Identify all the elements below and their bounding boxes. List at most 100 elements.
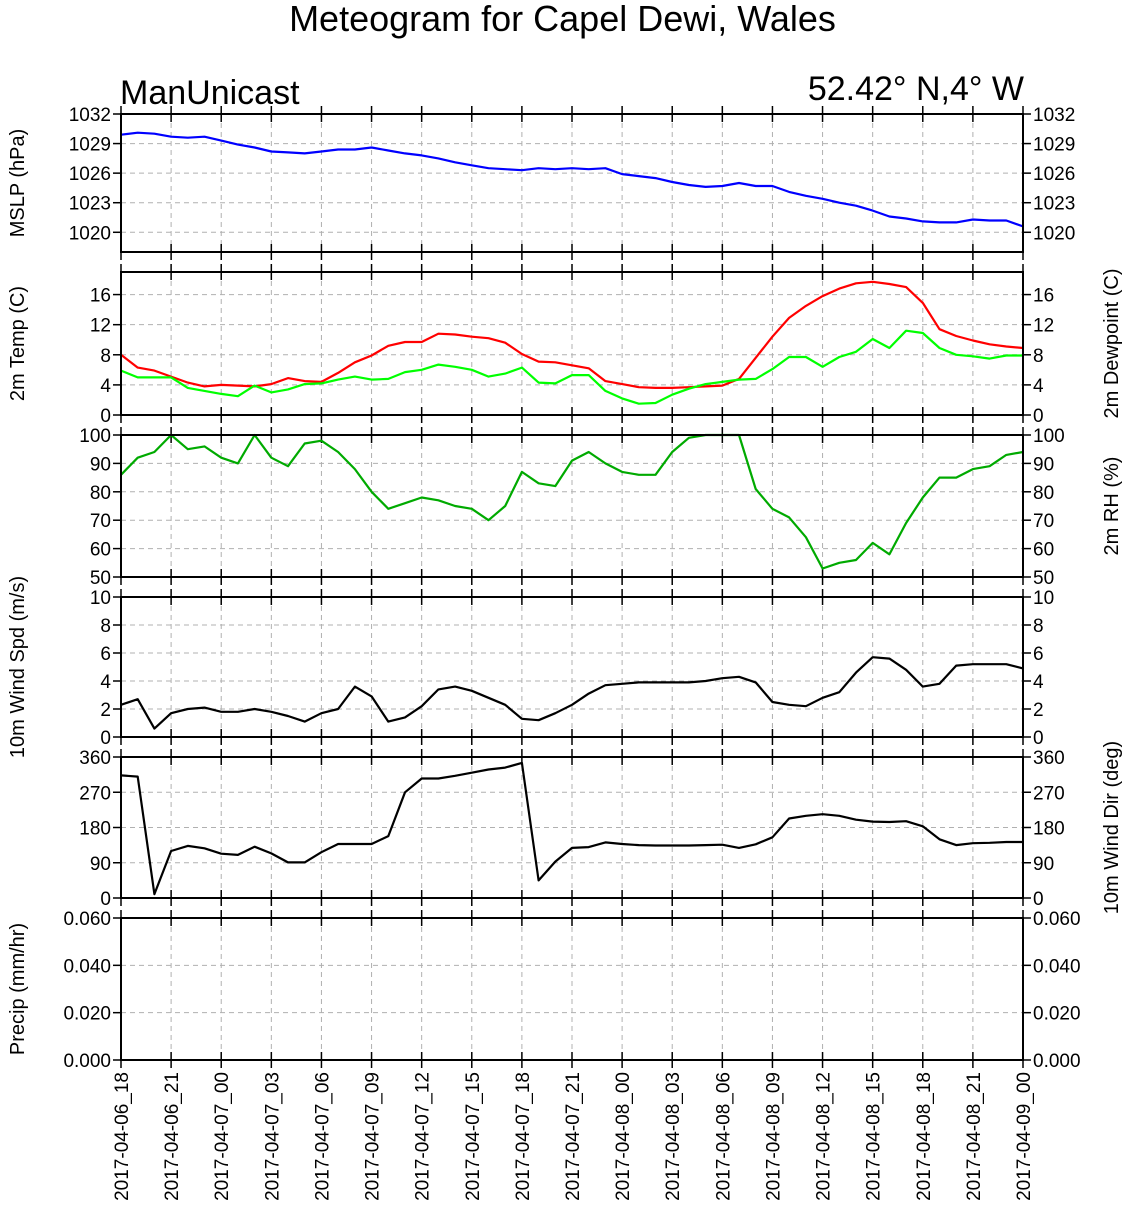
y-tick-label-left: 0.060 (63, 909, 111, 930)
panel-wdir: 0 0 90 90 180 180 270 270 360 360 10m Wind Dir (de… (79, 741, 1123, 914)
y-tick-label-right: 0.000 (1033, 1051, 1081, 1072)
panel-mslp: 1020 1020 1023 1023 1026 1026 1029 1029 1032 1032… (7, 105, 1075, 260)
panel-temp: 0 0 4 4 8 8 12 12 16 16 2m Temp (C) 2m Dewpoint (C) (7, 264, 1123, 427)
y-tick-label-left: 0 (100, 728, 111, 749)
y-tick-label-right: 10 (1033, 588, 1054, 609)
y-tick-label-right: 90 (1033, 454, 1054, 475)
y-tick-label-left: 50 (90, 568, 111, 589)
y-tick-label-left: 4 (100, 672, 111, 693)
panel-frame (120, 271, 1024, 416)
y-tick-label-left: 8 (100, 616, 111, 637)
y-tick-label-left: 0.040 (63, 956, 111, 977)
y-tick-label-left: 80 (90, 483, 111, 504)
x-tick-label: 2017-04-09_00 (1014, 1072, 1035, 1201)
series-line-temp-1 (120, 329, 1023, 405)
y-tick-label-left: 2 (100, 700, 111, 721)
y-tick-label-left: 1026 (69, 164, 111, 185)
y-tick-label-right: 1029 (1033, 135, 1075, 156)
y-axis-title-left: 2m Temp (C) (7, 286, 29, 401)
y-tick-label-right: 1032 (1033, 105, 1075, 126)
y-tick-label-left: 100 (79, 426, 111, 447)
y-axis-title-left: MSLP (hPa) (7, 129, 29, 238)
y-axis-title-left: 10m Wind Spd (m/s) (7, 576, 29, 758)
x-tick-label: 2017-04-06_18 (112, 1072, 133, 1201)
series-line-temp-0 (120, 280, 1024, 389)
x-tick-label: 2017-04-08_00 (613, 1072, 634, 1201)
panel-precip: 0.000 0.000 0.020 0.020 0.040 0.040 0.060 0.060… (7, 909, 1081, 1072)
y-tick-label-left: 8 (100, 346, 111, 367)
y-tick-label-right: 50 (1033, 568, 1054, 589)
y-tick-label-right: 80 (1033, 483, 1054, 504)
y-axis-title-right: 2m Dewpoint (C) (1101, 268, 1123, 418)
y-tick-label-left: 4 (100, 376, 111, 397)
y-tick-label-left: 0.020 (63, 1004, 111, 1025)
y-tick-label-left: 1032 (69, 105, 111, 126)
series-line-mslp-0 (120, 131, 1024, 228)
panel-frame (120, 917, 1024, 1061)
y-tick-label-left: 70 (90, 511, 111, 532)
y-tick-label-right: 1026 (1033, 164, 1075, 185)
series-line-rh-0 (120, 433, 1024, 570)
x-tick-label: 2017-04-07_15 (463, 1072, 484, 1201)
y-tick-label-right: 90 (1033, 854, 1054, 875)
y-tick-label-left: 10 (90, 588, 111, 609)
y-tick-label-right: 0.060 (1033, 909, 1081, 930)
x-tick-label: 2017-04-07_06 (312, 1072, 333, 1201)
y-tick-label-right: 100 (1033, 426, 1065, 447)
x-tick-label: 2017-04-07_21 (563, 1072, 584, 1201)
y-tick-label-right: 12 (1033, 316, 1054, 337)
y-tick-label-right: 60 (1033, 540, 1054, 561)
chart-title: Meteogram for Capel Dewi, Wales (289, 0, 836, 39)
y-tick-label-right: 180 (1033, 819, 1065, 840)
y-tick-label-left: 180 (79, 819, 111, 840)
x-tick-label: 2017-04-08_18 (914, 1072, 935, 1201)
model-label: ManUnicast (120, 74, 300, 112)
x-tick-label: 2017-04-07_09 (363, 1072, 384, 1201)
y-tick-label-right: 270 (1033, 783, 1065, 804)
y-tick-label-left: 6 (100, 644, 111, 665)
y-tick-label-left: 0 (100, 889, 111, 910)
y-tick-label-left: 270 (79, 783, 111, 804)
y-tick-label-right: 2 (1033, 700, 1044, 721)
y-tick-label-right: 360 (1033, 748, 1065, 769)
panel-rh: 50 50 60 60 70 70 80 80 90 90 100 100 2m RH (%) (79, 426, 1123, 589)
series-line-wdir-0 (120, 761, 1023, 896)
y-tick-label-left: 360 (79, 748, 111, 769)
x-tick-label: 2017-04-08_06 (713, 1072, 734, 1201)
x-tick-label: 2017-04-08_21 (964, 1072, 985, 1201)
y-tick-label-right: 0 (1033, 728, 1044, 749)
y-tick-label-right: 0.040 (1033, 956, 1081, 977)
location-label: 52.42° N,4° W (807, 70, 1024, 108)
y-tick-label-left: 1020 (69, 223, 111, 244)
x-tick-label: 2017-04-06_21 (162, 1072, 183, 1201)
y-tick-label-left: 0.000 (63, 1051, 111, 1072)
y-tick-label-left: 60 (90, 540, 111, 561)
y-tick-label-right: 16 (1033, 286, 1054, 307)
panel-frame (120, 596, 1024, 738)
y-tick-label-right: 4 (1033, 376, 1044, 397)
panel-frame (120, 756, 1024, 899)
y-tick-label-right: 6 (1033, 644, 1044, 665)
x-tick-label: 2017-04-07_00 (212, 1072, 233, 1201)
y-tick-label-left: 1029 (69, 135, 111, 156)
y-tick-label-right: 8 (1033, 346, 1044, 367)
y-tick-label-left: 16 (90, 286, 111, 307)
y-tick-label-right: 70 (1033, 511, 1054, 532)
panel-wspd: 0 0 2 2 4 4 6 6 8 8 10 10 10m Wind Spd (m/s) (7, 576, 1054, 758)
y-tick-label-right: 0.020 (1033, 1004, 1081, 1025)
x-tick-label: 2017-04-07_18 (513, 1072, 534, 1201)
y-axis-title-left: Precip (mm/hr) (7, 923, 29, 1055)
y-tick-label-left: 0 (100, 406, 111, 427)
x-tick-label: 2017-04-08_03 (663, 1072, 684, 1201)
x-tick-label: 2017-04-08_12 (814, 1072, 835, 1201)
y-tick-label-left: 12 (90, 316, 111, 337)
y-tick-label-right: 0 (1033, 889, 1044, 910)
y-tick-label-right: 1023 (1033, 194, 1075, 215)
x-tick-label: 2017-04-08_09 (763, 1072, 784, 1201)
y-tick-label-right: 4 (1033, 672, 1044, 693)
y-axis-title-right: 2m RH (%) (1101, 457, 1123, 556)
y-tick-label-right: 1020 (1033, 223, 1075, 244)
y-axis-title-right: 10m Wind Dir (deg) (1101, 741, 1123, 914)
y-tick-label-right: 0 (1033, 406, 1044, 427)
